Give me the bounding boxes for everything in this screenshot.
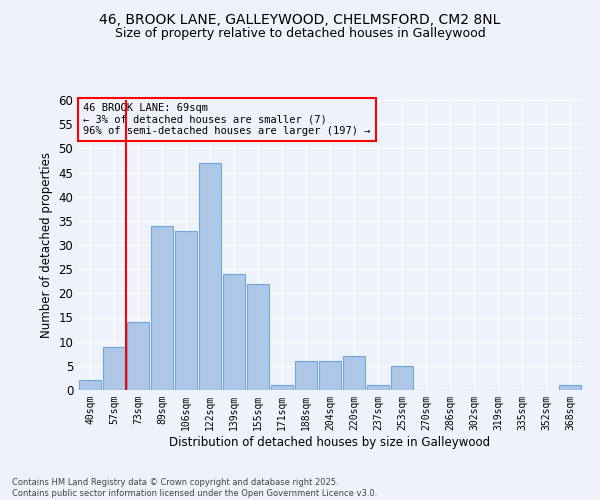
Text: 46, BROOK LANE, GALLEYWOOD, CHELMSFORD, CM2 8NL: 46, BROOK LANE, GALLEYWOOD, CHELMSFORD, … bbox=[100, 12, 500, 26]
Text: 46 BROOK LANE: 69sqm
← 3% of detached houses are smaller (7)
96% of semi-detache: 46 BROOK LANE: 69sqm ← 3% of detached ho… bbox=[83, 103, 371, 136]
Bar bbox=[103, 346, 125, 390]
Bar bbox=[271, 385, 293, 390]
Bar bbox=[151, 226, 173, 390]
Bar bbox=[223, 274, 245, 390]
Bar bbox=[295, 361, 317, 390]
Bar bbox=[391, 366, 413, 390]
Bar bbox=[127, 322, 149, 390]
Y-axis label: Number of detached properties: Number of detached properties bbox=[40, 152, 53, 338]
Bar bbox=[319, 361, 341, 390]
Bar bbox=[79, 380, 101, 390]
Bar bbox=[175, 230, 197, 390]
Bar bbox=[199, 163, 221, 390]
Text: Size of property relative to detached houses in Galleywood: Size of property relative to detached ho… bbox=[115, 28, 485, 40]
Text: Contains HM Land Registry data © Crown copyright and database right 2025.
Contai: Contains HM Land Registry data © Crown c… bbox=[12, 478, 377, 498]
X-axis label: Distribution of detached houses by size in Galleywood: Distribution of detached houses by size … bbox=[169, 436, 491, 448]
Bar bbox=[559, 385, 581, 390]
Bar bbox=[247, 284, 269, 390]
Bar bbox=[367, 385, 389, 390]
Bar bbox=[343, 356, 365, 390]
